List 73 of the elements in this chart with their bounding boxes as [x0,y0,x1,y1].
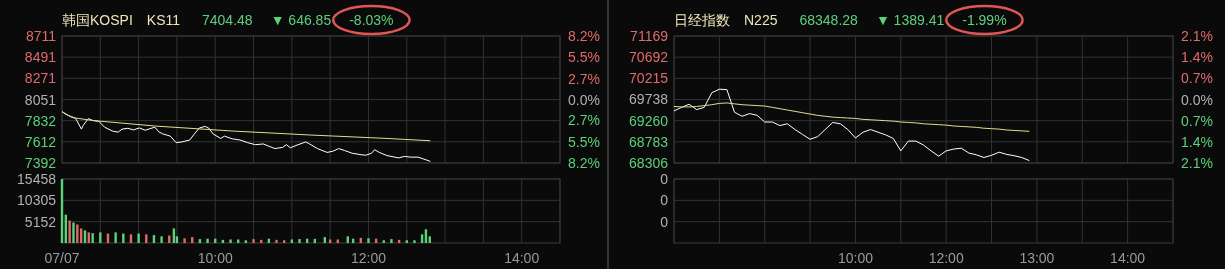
y-tick-label: 15458 [17,171,57,187]
x-tick-label: 07/07 [44,250,80,266]
y2-tick-label: 2.1% [1181,28,1213,44]
y2-tick-label: 5.5% [568,134,600,151]
y-tick-label: 69738 [629,91,669,108]
chart-title: 韩国KOSPI [62,12,133,28]
y-tick-label: 68306 [629,155,669,171]
y-tick-label: 70215 [629,70,669,87]
bar [367,238,370,243]
y-tick-label: 69260 [629,112,669,129]
text: 0 [660,171,669,187]
y2-tick-label: 5.5% [568,48,600,65]
text: -1.99% [962,12,1007,28]
bar [183,238,186,243]
bar [137,233,140,243]
y2-tick-label: 8.2% [568,155,600,171]
text: ▼ 646.85 [270,12,332,28]
bar [99,232,102,243]
y2-tick-label: 2.7% [568,112,600,129]
bar [390,239,393,243]
x-tick-label: 14:00 [504,250,540,266]
y-tick-label: 8491 [24,49,57,66]
bar [229,239,232,243]
line-series [673,88,1030,162]
bar [298,239,301,243]
bar [275,239,278,243]
bar [76,224,79,243]
y-tick-label: 7392 [24,155,57,171]
y2-tick-label: 0.7% [1181,112,1213,129]
y-tick-label: 7832 [24,112,57,129]
y-tick-label: 5152 [24,213,57,230]
bar [72,222,75,243]
category-label: 13:00 [1019,250,1055,266]
y2-tick-label: 0.0% [1181,91,1213,108]
y-tick-label: 8051 [24,91,57,108]
bar [206,238,209,243]
y-tick-label: 71169 [630,28,669,44]
y2-tick-label: 2.7% [568,70,600,87]
text: -8.03% [349,12,394,28]
text: 68348.28 [799,12,859,28]
bar [328,239,332,243]
y-tick-label: 8711 [25,28,57,44]
bar [91,233,94,243]
y2-tick-label: 2.1% [1181,155,1213,171]
text: 0 [660,192,669,209]
bar [68,220,71,243]
chart-subtitle: N225 [744,12,778,28]
bar [160,236,163,243]
y-tick-label: 10305 [17,192,57,209]
y-tick-label: 68783 [629,133,669,150]
y-tick-label: 70692 [629,49,669,66]
bar [252,239,255,243]
y2-tick-label: 0.0% [568,91,600,108]
y-tick-label: 7612 [24,133,57,150]
bar [114,232,117,243]
y2-tick-label: 8.2% [568,28,600,44]
x-tick-label: 12:00 [350,250,387,266]
chart-title: 日经指数 [674,12,730,28]
bar [290,239,294,243]
y2-tick-label: 1.4% [1181,49,1213,66]
bar [237,239,240,243]
text: 7404.48 [202,12,253,28]
line-series [61,111,431,142]
y2-tick-label: 1.4% [1181,133,1213,150]
line-series [673,102,1030,132]
y2-tick-label: 0.7% [1181,70,1213,87]
text: 0 [660,213,669,230]
x-tick-label: 10:00 [197,250,233,266]
y-tick-label: 8271 [24,70,57,87]
text: ▼ 1389.41 [875,12,945,28]
bar [336,239,340,243]
chart-subtitle: KS11 [146,12,181,28]
bar [413,240,416,243]
